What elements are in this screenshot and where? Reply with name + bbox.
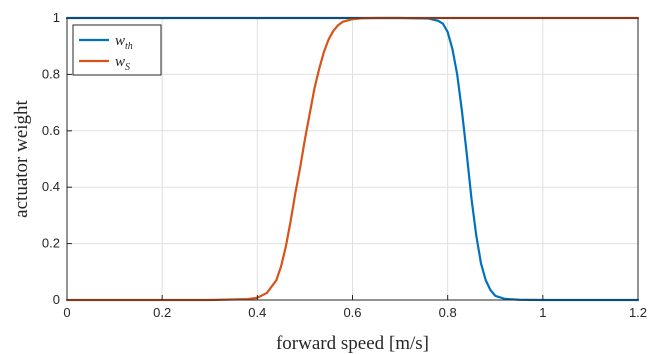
x-tick-label: 1.2 bbox=[629, 305, 647, 320]
legend-label: wS bbox=[115, 54, 130, 73]
x-tick-label: 0.4 bbox=[248, 305, 266, 320]
y-tick-label: 0.4 bbox=[42, 179, 60, 194]
legend-box bbox=[72, 24, 162, 76]
x-tick-label: 1 bbox=[539, 305, 546, 320]
y-axis-label: actuator weight bbox=[11, 99, 32, 217]
x-tick-label: 0 bbox=[63, 305, 70, 320]
axis-ticks: 0 0.2 0.4 0.6 0.8 1 1.2 0 0.2 0.4 0.6 0.8 1 bbox=[42, 10, 647, 320]
y-tick-label: 0.6 bbox=[42, 123, 60, 138]
y-tick-label: 0.2 bbox=[42, 236, 60, 251]
x-tick-label: 0.2 bbox=[153, 305, 171, 320]
x-tick-label: 0.6 bbox=[343, 305, 361, 320]
legend: wth wS bbox=[72, 24, 162, 76]
x-tick-label: 0.8 bbox=[439, 305, 457, 320]
y-tick-label: 0.8 bbox=[42, 66, 60, 81]
legend-label: wth bbox=[115, 33, 133, 52]
x-axis-label: forward speed [m/s] bbox=[276, 333, 429, 354]
y-tick-label: 0 bbox=[53, 292, 60, 307]
y-tick-label: 1 bbox=[53, 10, 60, 25]
